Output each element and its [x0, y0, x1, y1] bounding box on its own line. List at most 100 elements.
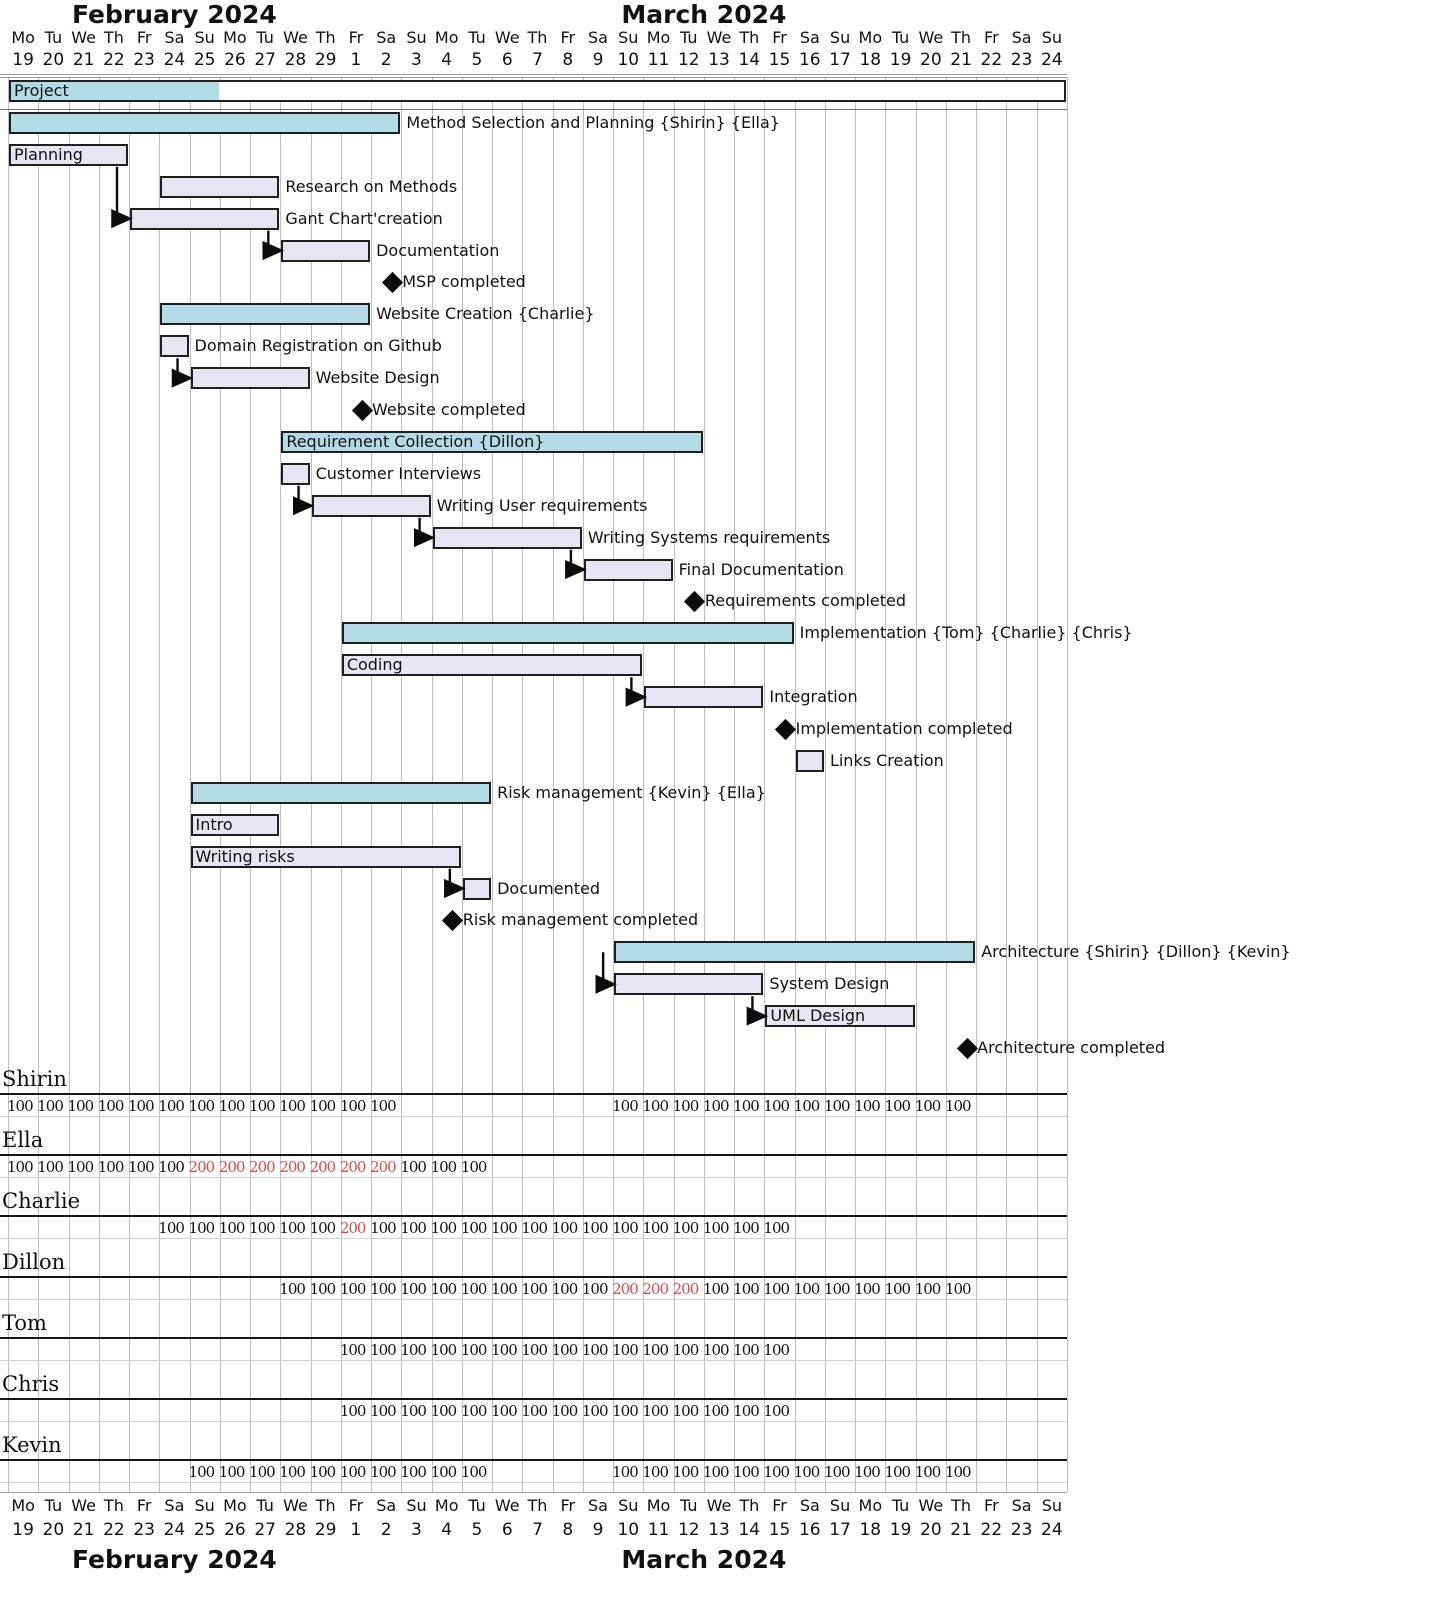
day-number: 27: [254, 1520, 276, 1540]
weekday-label: Su: [829, 28, 851, 47]
day-number: 22: [103, 50, 125, 70]
weekday-label: Su: [406, 1496, 427, 1515]
allocation-value: 100: [279, 1219, 306, 1237]
allocation-value: 100: [188, 1219, 216, 1237]
allocation-value: 100: [430, 1463, 458, 1481]
project-bar: [9, 80, 1066, 102]
day-number: 1: [350, 1520, 362, 1540]
allocation-value: 100: [128, 1097, 155, 1115]
milestone-label: Architecture completed: [977, 1038, 1166, 1057]
allocation-value: 100: [672, 1097, 700, 1115]
task-label: Website Design: [315, 368, 440, 388]
day-gridline: [703, 77, 705, 1066]
day-number: 3: [411, 50, 422, 70]
allocation-value: 100: [642, 1341, 669, 1359]
allocation-separator: [0, 1398, 1067, 1400]
milestone-label: Requirements completed: [704, 591, 907, 611]
allocation-value: 100: [309, 1097, 337, 1115]
weekday-label: Mo: [646, 1496, 671, 1515]
project-label: Architecture {Shirin} {Dillon} {Kevin}: [981, 942, 1291, 962]
weekday-label: Su: [194, 1496, 215, 1515]
task-label: Links Creation: [829, 750, 944, 770]
weekday-label: Tu: [256, 1496, 274, 1515]
day-number: 5: [471, 1520, 483, 1540]
day-number: 20: [920, 50, 942, 70]
weekday-label: Fr: [136, 28, 152, 47]
allocation-value: 100: [97, 1097, 125, 1115]
day-number: 12: [677, 50, 700, 70]
allocation-value: 100: [672, 1219, 700, 1237]
allocation-value: 100: [309, 1219, 337, 1237]
allocation-value: 100: [884, 1280, 911, 1298]
day-number: 25: [193, 1520, 216, 1540]
allocation-value: 100: [430, 1158, 458, 1176]
day-gridline: [1006, 77, 1008, 1066]
allocation-value: 100: [763, 1280, 790, 1298]
day-number: 25: [193, 50, 216, 70]
allocation-value: 100: [733, 1402, 760, 1420]
day-number: 3: [411, 1520, 422, 1540]
allocation-value: 100: [279, 1097, 306, 1115]
allocation-value: 100: [430, 1219, 458, 1237]
task-bar: [190, 845, 461, 868]
day-gridline: [38, 77, 40, 1066]
day-number: 12: [677, 1520, 700, 1540]
allocation-value: 100: [430, 1280, 458, 1298]
day-gridline: [492, 1066, 494, 1492]
weekday-label: Tu: [256, 28, 274, 47]
allocation-value: 100: [339, 1402, 367, 1420]
day-gridline: [219, 77, 221, 1066]
allocation-value: 200: [672, 1280, 700, 1298]
day-gridline: [734, 1066, 736, 1492]
weekday-label: Sa: [376, 1496, 397, 1515]
allocation-value: 100: [460, 1280, 488, 1298]
task-label: Writing Systems requirements: [587, 527, 831, 547]
allocation-value: 100: [702, 1219, 730, 1237]
resource-name: Shirin: [2, 1067, 67, 1091]
allocation-value: 100: [763, 1341, 790, 1359]
day-gridline: [613, 1066, 615, 1492]
weekday-label: We: [918, 1496, 944, 1515]
allocation-value: 100: [702, 1280, 730, 1298]
weekday-label: Mo: [858, 1496, 883, 1515]
day-number: 29: [314, 50, 337, 70]
allocation-value: 100: [884, 1463, 911, 1481]
allocation-value: 100: [370, 1219, 397, 1237]
weekday-label: Mo: [223, 28, 247, 47]
allocation-value: 100: [158, 1219, 185, 1237]
task-label: Domain Registration on Github: [194, 336, 442, 356]
allocation-value: 100: [460, 1341, 488, 1359]
day-gridline: [401, 77, 403, 1066]
day-number: 4: [441, 1520, 453, 1540]
day-number: 22: [980, 50, 1003, 70]
resource-name: Kevin: [2, 1433, 62, 1457]
allocation-value: 100: [581, 1402, 609, 1420]
allocation-value: 100: [793, 1463, 821, 1481]
allocation-value: 100: [914, 1097, 942, 1115]
weekday-label: Tu: [680, 1496, 698, 1515]
allocation-value: 100: [763, 1402, 790, 1420]
allocation-value: 100: [672, 1341, 700, 1359]
weekday-label: Th: [951, 1496, 972, 1515]
day-gridline: [129, 1066, 131, 1492]
day-gridline: [1036, 1066, 1038, 1492]
weekday-label: Fr: [772, 28, 787, 47]
allocation-value: 100: [642, 1097, 669, 1115]
allocation-value: 100: [430, 1341, 458, 1359]
allocation-value: 100: [97, 1158, 125, 1176]
task-bar: [190, 367, 310, 390]
day-number: 19: [889, 50, 912, 70]
task-bar: [9, 143, 129, 166]
project-bar: [341, 622, 794, 645]
weekday-label: We: [71, 1496, 97, 1515]
allocation-underline: [0, 1177, 1067, 1178]
weekday-label: Su: [194, 28, 215, 47]
allocation-value: 100: [491, 1280, 518, 1298]
project-label: Implementation {Tom} {Charlie} {Chris}: [799, 623, 1133, 643]
day-gridline: [8, 1066, 9, 1492]
day-number: 24: [163, 50, 186, 70]
day-gridline: [1066, 77, 1068, 1066]
weekday-label: We: [494, 1496, 520, 1515]
day-gridline: [461, 1066, 463, 1492]
day-gridline: [98, 1066, 100, 1492]
